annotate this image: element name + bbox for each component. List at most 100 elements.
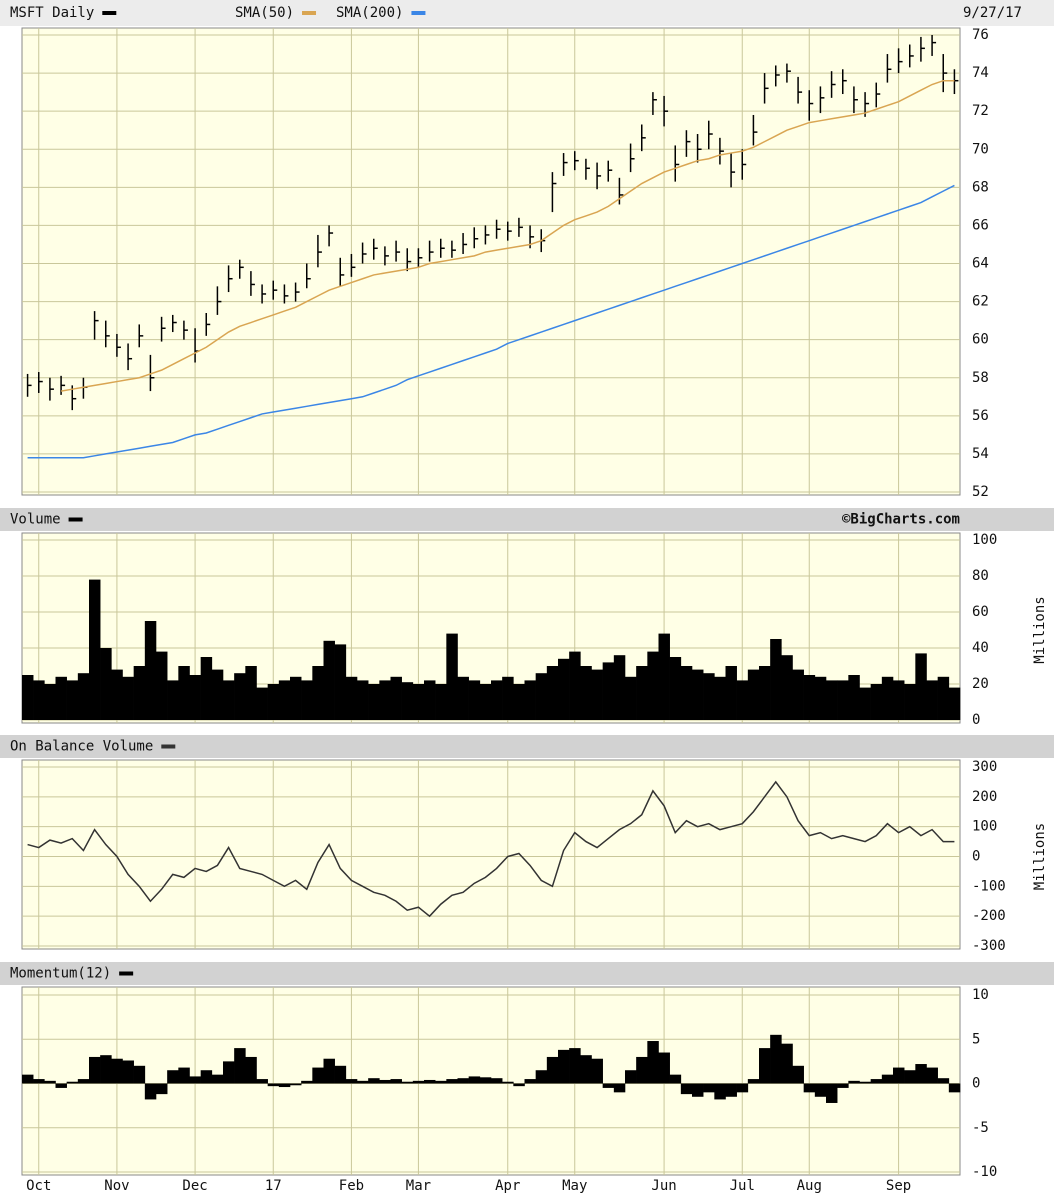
bar <box>781 1043 793 1084</box>
bar <box>926 680 938 720</box>
bar <box>625 1070 637 1084</box>
y-axis-label: Millions <box>1032 823 1048 890</box>
bar <box>435 1080 447 1084</box>
bar <box>211 1074 224 1084</box>
y-tick-label: -5 <box>972 1120 989 1136</box>
bar <box>44 1080 56 1084</box>
bar <box>803 675 816 720</box>
y-axis-label: Millions <box>1032 596 1048 663</box>
bar <box>915 653 927 720</box>
bar <box>491 680 503 720</box>
y-tick-label: 40 <box>972 640 989 656</box>
bar <box>524 680 536 720</box>
y-tick-label: -200 <box>972 908 1006 924</box>
y-tick-label: 60 <box>972 604 989 620</box>
bar <box>904 684 916 720</box>
y-tick-label: -100 <box>972 878 1006 894</box>
bar <box>22 1074 34 1084</box>
y-tick-label: 60 <box>972 332 989 348</box>
bar <box>803 1083 816 1093</box>
bar <box>424 680 436 720</box>
bar <box>647 1041 659 1084</box>
bar <box>245 666 257 720</box>
bar <box>379 1079 391 1084</box>
bar <box>770 1034 782 1084</box>
bar <box>524 1079 536 1084</box>
y-tick-label: 52 <box>972 484 989 500</box>
bar <box>401 682 414 720</box>
bar <box>133 1065 146 1084</box>
y-tick-label: 5 <box>972 1031 980 1047</box>
bar <box>569 651 581 720</box>
bar <box>680 666 693 720</box>
bar <box>44 684 56 720</box>
bar <box>412 684 425 720</box>
bar <box>680 1083 693 1095</box>
bar <box>200 1070 213 1084</box>
bar <box>245 1056 257 1084</box>
legend-label: Volume <box>10 512 61 528</box>
bar <box>837 1083 849 1088</box>
bar <box>178 1067 190 1084</box>
bar <box>312 1067 324 1084</box>
y-tick-label: 0 <box>972 849 980 865</box>
bar <box>703 673 715 720</box>
bar <box>379 680 391 720</box>
bar <box>33 680 45 720</box>
y-tick-label: 64 <box>972 256 989 272</box>
bar <box>625 676 637 720</box>
bar <box>301 680 313 720</box>
bar <box>100 648 112 720</box>
bar <box>77 1079 90 1084</box>
bar <box>122 676 134 720</box>
bar <box>55 676 67 720</box>
bar <box>569 1048 581 1084</box>
x-tick-label: Feb <box>339 1178 364 1194</box>
x-tick-label: Mar <box>406 1178 431 1194</box>
bar <box>513 684 525 720</box>
bar <box>491 1078 503 1084</box>
x-tick-label: Aug <box>797 1178 822 1194</box>
bar <box>357 1080 369 1084</box>
bar <box>591 1058 603 1084</box>
bar <box>613 1083 626 1093</box>
bar <box>446 633 458 720</box>
bar <box>926 1067 938 1084</box>
legend-swatch <box>411 11 426 15</box>
y-tick-label: 0 <box>972 1076 980 1092</box>
plot-area <box>21 27 961 496</box>
panel-header <box>0 962 1054 985</box>
legend-label: SMA(200) <box>336 5 403 21</box>
bar <box>546 666 559 720</box>
y-tick-label: 72 <box>972 103 989 119</box>
panel-header <box>0 508 1054 531</box>
x-tick-label: Jun <box>651 1178 676 1194</box>
bar <box>189 1076 201 1084</box>
bar <box>390 676 402 720</box>
x-tick-label: 17 <box>265 1178 282 1194</box>
bar <box>256 687 268 720</box>
bar <box>401 1081 414 1084</box>
bar <box>893 1067 905 1084</box>
annotation: 9/27/17 <box>963 5 1022 21</box>
bar <box>948 1083 961 1093</box>
bar <box>669 657 682 720</box>
bar <box>948 687 961 720</box>
bar <box>368 684 380 720</box>
bar <box>111 1058 123 1084</box>
bar <box>859 687 871 720</box>
bar <box>669 1074 682 1084</box>
bar <box>814 1083 827 1097</box>
bar <box>904 1070 916 1084</box>
bar <box>937 676 950 720</box>
bar <box>814 676 827 720</box>
bar <box>334 644 347 720</box>
bar <box>457 1078 469 1084</box>
bar <box>870 1079 883 1084</box>
y-tick-label: 100 <box>972 532 997 548</box>
bar <box>390 1079 402 1084</box>
bar <box>736 680 749 720</box>
bar <box>658 633 670 720</box>
y-tick-label: 66 <box>972 217 989 233</box>
bar <box>144 621 157 720</box>
